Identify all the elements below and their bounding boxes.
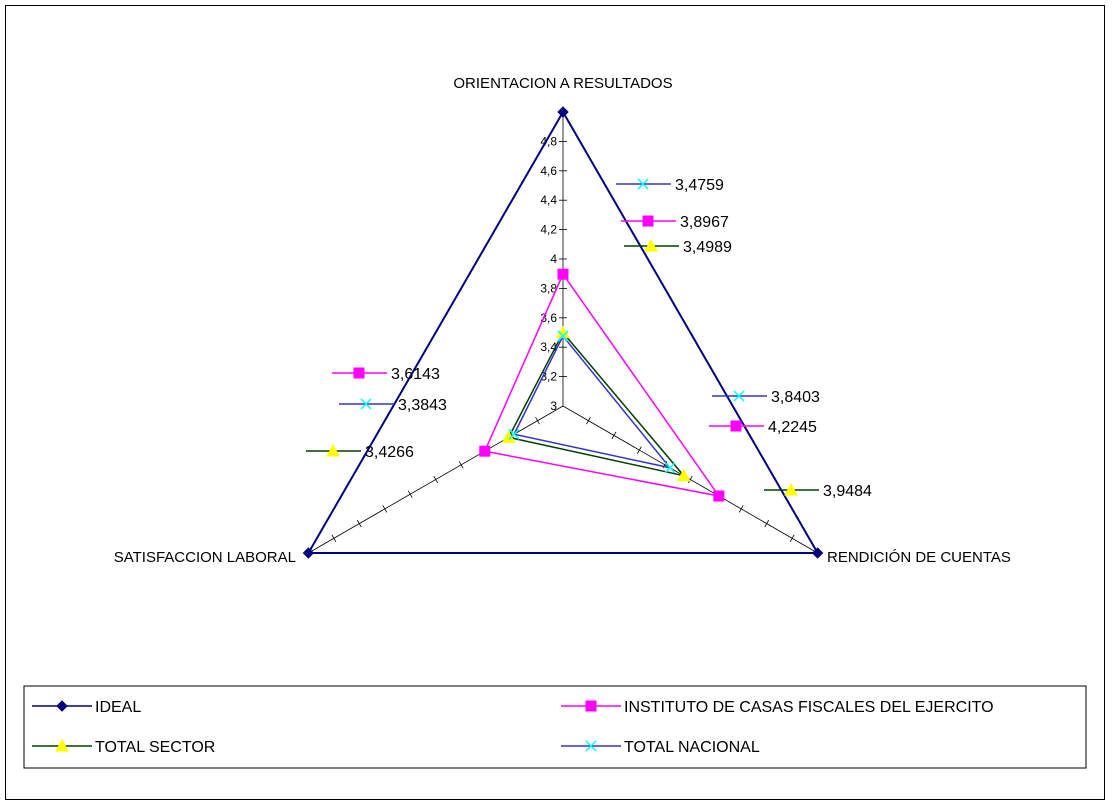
data-label-marker — [642, 215, 654, 227]
data-label-text: 3,4266 — [365, 444, 414, 461]
series-line-instituto-de-casas-fiscales-del-ejercito — [483, 272, 721, 498]
data-label-text: 3,6143 — [391, 366, 440, 383]
legend-swatch-marker — [585, 740, 597, 752]
axis-label-satisfaccion-laboral: SATISFACCION LABORAL — [114, 549, 296, 566]
point-ideal-rendicion-de-cuentas — [811, 547, 824, 559]
data-label-total-nacional-rendicion-de-cuentas: 3,8403 — [712, 389, 820, 406]
tick-mark — [764, 519, 770, 528]
tick-mark — [382, 505, 388, 513]
data-label-text: 3,8403 — [771, 389, 820, 406]
point-total-nacional-satisfaccion-laboral — [508, 428, 520, 440]
tick-label: 3,8 — [540, 281, 557, 295]
tick-mark — [535, 417, 540, 425]
data-label-marker-stroke-b — [360, 398, 372, 410]
data-label-text: 3,3843 — [398, 397, 447, 414]
point-instituto-de-casas-fiscales-del-ejercito-rendicion-de-cuentas — [713, 490, 725, 502]
data-label-text: 3,8967 — [680, 214, 729, 231]
tick-mark — [458, 461, 464, 469]
legend-item-total-sector: TOTAL SECTOR — [32, 738, 215, 756]
legend-label: IDEAL — [95, 699, 141, 716]
point-total-nacional-rendicion-de-cuentas — [664, 462, 676, 474]
point-ideal-orientacion-a-resultados — [557, 106, 569, 118]
data-label-instituto-de-casas-fiscales-del-ejercito-satisfaccion-laboral: 3,6143 — [332, 366, 440, 383]
data-label-text: 3,9484 — [823, 483, 872, 500]
data-label-marker — [730, 420, 742, 432]
data-label-total-nacional-orientacion-a-resultados: 3,4759 — [616, 177, 724, 194]
legend-item-total-nacional: TOTAL NACIONAL — [561, 739, 760, 756]
axis-label-rendicion-de-cuentas: RENDICIÓN DE CUENTAS — [827, 549, 1011, 566]
tick-mark — [586, 417, 591, 425]
point-ideal-satisfaccion-laboral — [302, 547, 315, 559]
series-line-total-nacional — [512, 334, 672, 469]
point-total-sector-rendicion-de-cuentas — [676, 468, 691, 482]
tick-mark — [637, 446, 642, 454]
data-label-total-sector-satisfaccion-laboral: 3,4266 — [306, 443, 414, 461]
tick-label: 4,6 — [540, 164, 557, 178]
legend-box — [23, 685, 1087, 769]
data-label-text: 4,2245 — [768, 419, 817, 436]
chart-frame: 3 3,2 3,4 3,6 3,8 4 4,2 4,4 4,6 4,8 ORIENTACION A … — [5, 5, 1105, 800]
tick-mark — [687, 475, 693, 484]
tick-mark — [789, 534, 795, 542]
tick-mark — [356, 519, 362, 528]
tick-mark — [611, 431, 617, 440]
data-label-marker — [353, 367, 365, 379]
legend-swatch-marker — [55, 738, 69, 752]
tick-label: 3 — [550, 399, 557, 413]
data-label-text: 3,4989 — [683, 239, 732, 256]
legend-label: TOTAL SECTOR — [95, 739, 215, 756]
data-label-total-sector-orientacion-a-resultados: 3,4989 — [624, 238, 732, 256]
tick-label: 4,4 — [540, 193, 557, 207]
point-total-nacional-orientacion-a-resultados — [557, 330, 569, 342]
axis-label-orientacion-a-resultados: ORIENTACION A RESULTADOS — [453, 75, 672, 92]
tick-label: 4 — [550, 252, 557, 266]
point-instituto-de-casas-fiscales-del-ejercito-satisfaccion-laboral — [479, 445, 491, 457]
series-line-ideal — [306, 109, 820, 554]
tick-mark — [407, 490, 413, 498]
legend-item-instituto-de-casas-fiscales-del-ejercito: INSTITUTO DE CASAS FISCALES DEL EJERCITO — [561, 699, 994, 716]
data-label-instituto-de-casas-fiscales-del-ejercito-orientacion-a-resultados: 3,8967 — [621, 214, 729, 231]
data-label-marker-stroke-b — [637, 178, 649, 190]
data-label-marker — [326, 443, 340, 457]
data-label-marker — [733, 390, 745, 402]
point-total-nacional-rendicion-de-cuentas-stroke-b — [664, 462, 676, 474]
data-label-marker — [360, 398, 372, 410]
point-instituto-de-casas-fiscales-del-ejercito-orientacion-a-resultados — [557, 268, 569, 280]
series-line-total-sector — [507, 331, 686, 477]
tick-mark — [331, 534, 337, 542]
legend-swatch-marker — [56, 700, 68, 712]
point-total-nacional-orientacion-a-resultados-stroke-b — [557, 330, 569, 342]
data-label-total-nacional-satisfaccion-laboral: 3,3843 — [339, 397, 447, 414]
tick-label: 3,6 — [540, 311, 557, 325]
data-label-total-sector-rendicion-de-cuentas: 3,9484 — [764, 482, 872, 500]
tick-mark — [738, 505, 744, 513]
legend-item-ideal: IDEAL — [32, 699, 141, 716]
tick-label: 4,2 — [540, 223, 557, 237]
data-label-marker — [784, 482, 798, 496]
data-label-marker — [637, 178, 649, 190]
legend-swatch-marker — [585, 700, 597, 712]
legend-swatch-marker-stroke-b — [585, 740, 597, 752]
legend-label: TOTAL NACIONAL — [624, 739, 760, 756]
data-label-text: 3,4759 — [675, 177, 724, 194]
legend-label: INSTITUTO DE CASAS FISCALES DEL EJERCITO — [624, 699, 994, 716]
data-label-marker — [644, 238, 658, 252]
data-label-marker-stroke-b — [733, 390, 745, 402]
data-label-instituto-de-casas-fiscales-del-ejercito-rendicion-de-cuentas: 4,2245 — [709, 419, 817, 436]
point-total-nacional-satisfaccion-laboral-stroke-b — [508, 428, 520, 440]
tick-mark — [433, 475, 439, 484]
